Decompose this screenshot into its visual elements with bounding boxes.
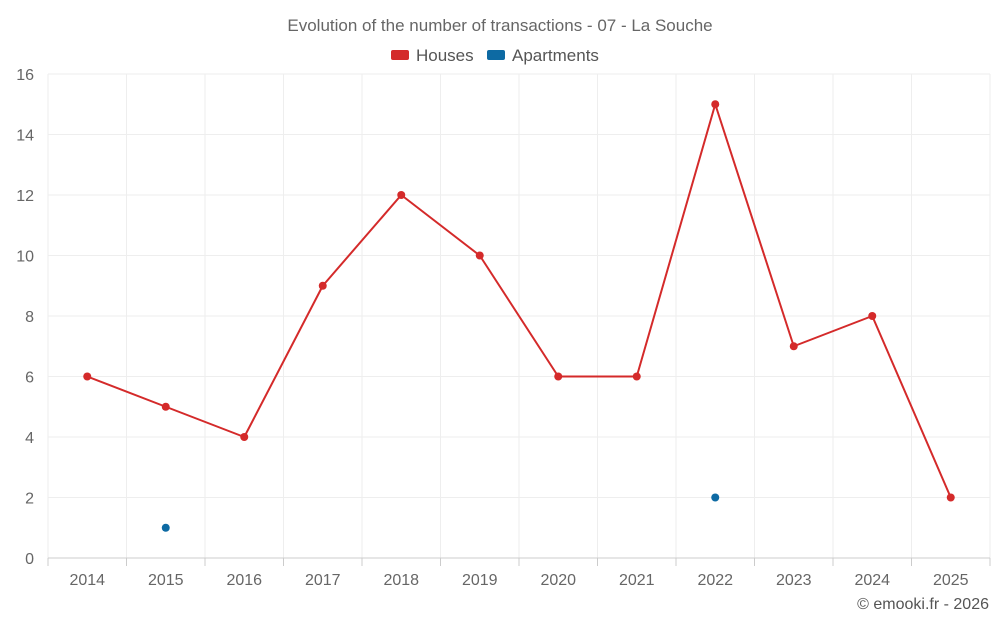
y-tick-label: 8: [25, 309, 34, 326]
data-point-houses-2016[interactable]: [240, 433, 249, 441]
y-tick-label: 10: [16, 249, 34, 266]
y-tick-label: 2: [25, 491, 34, 508]
series: [83, 100, 955, 532]
data-point-houses-2014[interactable]: [83, 372, 92, 381]
legend-swatch-houses: [391, 50, 409, 60]
gridlines: [47, 73, 991, 558]
data-point-houses-2025[interactable]: [946, 493, 955, 502]
x-tick-label: 2018: [383, 572, 419, 589]
x-tick-label: 2014: [69, 572, 105, 589]
data-point-apartments-2022[interactable]: [711, 493, 720, 502]
y-tick-label: 14: [16, 128, 34, 145]
y-tick-label: 4: [25, 430, 34, 447]
x-tick-label: 2023: [776, 572, 812, 589]
data-point-houses-2015[interactable]: [161, 402, 170, 411]
credit-text: © emooki.fr - 2026: [857, 596, 989, 613]
data-point-houses-2018[interactable]: [397, 191, 406, 199]
data-point-houses-2021[interactable]: [632, 372, 641, 381]
legend-swatch-apartments: [487, 50, 505, 60]
legend-label-houses: Houses: [416, 46, 474, 65]
data-point-houses-2020[interactable]: [554, 372, 563, 381]
legend-label-apartments: Apartments: [512, 46, 599, 65]
legend-item-apartments[interactable]: Apartments: [487, 46, 599, 65]
series-line-houses: [86, 103, 952, 498]
x-tick-label: 2025: [933, 572, 969, 589]
legend-item-houses[interactable]: Houses: [391, 46, 474, 65]
x-tick-label: 2015: [148, 572, 184, 589]
data-point-houses-2022[interactable]: [711, 100, 720, 109]
x-tick-label: 2021: [619, 572, 655, 589]
y-tick-label: 0: [25, 551, 34, 568]
data-point-houses-2019[interactable]: [475, 251, 484, 260]
x-tick-label: 2022: [697, 572, 733, 589]
y-tick-label: 16: [16, 67, 34, 84]
x-tick-label: 2019: [462, 572, 498, 589]
chart-title: Evolution of the number of transactions …: [287, 16, 712, 35]
x-tick-label: 2024: [854, 572, 890, 589]
x-tick-label: 2016: [226, 572, 262, 589]
x-tick-label: 2020: [540, 572, 576, 589]
data-point-houses-2017[interactable]: [318, 281, 327, 290]
axes: 0 2 4 6 8 10 12 14 16 2014 2015 2016 2017 2018 2019 202…: [16, 67, 991, 589]
y-tick-label: 6: [25, 370, 34, 387]
x-tick-label: 2017: [305, 572, 341, 589]
data-point-houses-2023[interactable]: [789, 342, 798, 351]
data-point-apartments-2015[interactable]: [161, 523, 170, 532]
legend: Houses Apartments: [391, 46, 599, 65]
y-tick-label: 12: [16, 188, 34, 205]
data-point-houses-2024[interactable]: [868, 312, 877, 320]
